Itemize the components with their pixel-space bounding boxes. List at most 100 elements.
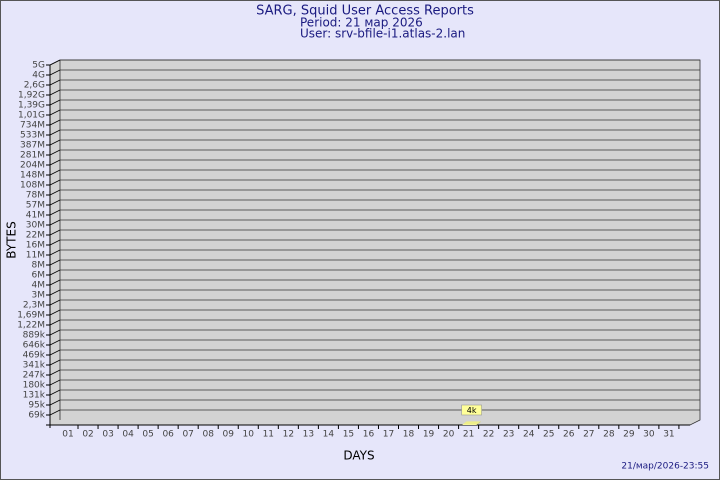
x-tick-label: 20 — [443, 430, 455, 440]
y-tick-label: 78M — [26, 191, 45, 201]
y-tick-label: 1,39G — [18, 101, 45, 111]
x-tick-label: 16 — [363, 430, 375, 440]
value-label: 4k — [467, 406, 477, 415]
grid-line — [49, 209, 61, 216]
x-tick-label: 25 — [543, 430, 554, 440]
grid-line — [49, 139, 61, 146]
grid-line — [49, 119, 61, 126]
x-tick-label: 04 — [122, 430, 134, 440]
x-tick-label: 29 — [623, 430, 635, 440]
y-tick-label: 108M — [20, 181, 45, 191]
chart-subtitle: Period: 21 мар 2026 — [300, 16, 423, 30]
x-tick-label: 02 — [82, 430, 93, 440]
x-tick-label: 11 — [263, 430, 274, 440]
y-tick-label: 180k — [23, 381, 46, 391]
y-tick-label: 247k — [23, 371, 46, 381]
grid-line — [49, 129, 61, 136]
y-tick-label: 1,69M — [17, 311, 45, 321]
grid-line — [49, 99, 61, 106]
x-tick-label: 27 — [583, 430, 594, 440]
grid-line — [49, 59, 61, 66]
grid-line — [49, 249, 61, 256]
x-tick-label: 10 — [243, 430, 255, 440]
grid-line — [49, 299, 61, 306]
y-tick-label: 41M — [26, 211, 45, 221]
bar-side — [476, 421, 481, 425]
value-label-box — [461, 404, 482, 416]
y-tick-label: 57M — [26, 201, 45, 211]
y-tick-label: 734M — [20, 121, 45, 131]
grid-line — [49, 409, 61, 416]
grid-line — [49, 329, 61, 336]
grid-line — [49, 289, 61, 296]
x-tick-label: 24 — [523, 430, 535, 440]
y-tick-label: 95k — [28, 401, 45, 411]
x-tick-label: 22 — [483, 430, 494, 440]
y-tick-label: 533M — [20, 131, 45, 141]
y-tick-label: 4G — [32, 71, 45, 81]
chart-title: SARG, Squid User Access Reports — [256, 4, 474, 19]
y-tick-label: 148M — [20, 171, 45, 181]
y-tick-label: 22M — [26, 231, 45, 241]
y-tick-label: 1,22M — [17, 321, 45, 331]
y-tick-label: 4M — [32, 281, 46, 291]
y-tick-label: 8M — [32, 261, 46, 271]
grid-line — [49, 339, 61, 346]
x-tick-label: 12 — [283, 430, 294, 440]
user-label: User: srv-bfile-i1.atlas-2.lan — [300, 27, 465, 41]
y-tick-label: 3M — [32, 291, 46, 301]
x-tick-label: 08 — [202, 430, 214, 440]
x-tick-label: 01 — [62, 430, 73, 440]
x-tick-label: 14 — [323, 430, 335, 440]
x-tick-label: 26 — [563, 430, 575, 440]
y-tick-label: 2,6G — [24, 81, 45, 91]
grid-line — [49, 109, 61, 116]
grid-line — [49, 199, 61, 206]
y-tick-label: 646k — [23, 341, 46, 351]
x-tick-label: 06 — [162, 430, 174, 440]
y-tick-label: 30M — [26, 221, 45, 231]
grid-line — [49, 179, 61, 186]
y-tick-label: 1,92G — [18, 91, 45, 101]
x-tick-label: 17 — [383, 430, 394, 440]
x-tick-label: 18 — [403, 430, 415, 440]
y-tick-label: 16M — [26, 241, 45, 251]
bar — [462, 424, 477, 425]
y-tick-label: 1,01G — [18, 111, 45, 121]
y-tick-label: 204M — [20, 161, 45, 171]
y-tick-label: 5G — [32, 61, 45, 71]
y-tick-label: 281M — [20, 151, 45, 161]
y-tick-label: 131k — [23, 391, 46, 401]
x-tick-label: 05 — [142, 430, 153, 440]
x-tick-label: 23 — [503, 430, 514, 440]
grid-line — [49, 229, 61, 236]
grid-line — [49, 69, 61, 76]
footer-date: 21/мар/2026-23:55 — [621, 462, 709, 472]
x-tick-label: 09 — [223, 430, 235, 440]
y-tick-label: 341k — [23, 361, 46, 371]
grid-line — [49, 169, 61, 176]
grid-line — [49, 259, 61, 266]
x-tick-label: 30 — [643, 430, 655, 440]
grid-line — [49, 239, 61, 246]
x-tick-label: 31 — [663, 430, 674, 440]
y-tick-label: 11M — [26, 251, 45, 261]
grid-line — [49, 149, 61, 156]
grid-line — [49, 319, 61, 326]
bar-top — [462, 421, 481, 425]
grid-line — [49, 399, 61, 406]
grid-line — [49, 309, 61, 316]
grid-line — [49, 219, 61, 226]
y-axis-label: BYTES — [5, 221, 19, 258]
grid-line — [49, 89, 61, 96]
y-tick-label: 69k — [28, 411, 45, 421]
x-tick-label: 03 — [102, 430, 113, 440]
grid-line — [49, 369, 61, 376]
grid-line — [49, 189, 61, 196]
x-axis-label: DAYS — [343, 449, 374, 463]
y-tick-label: 6M — [32, 271, 46, 281]
grid-line — [49, 389, 61, 396]
y-tick-label: 889k — [23, 331, 46, 341]
x-tick-label: 15 — [343, 430, 354, 440]
